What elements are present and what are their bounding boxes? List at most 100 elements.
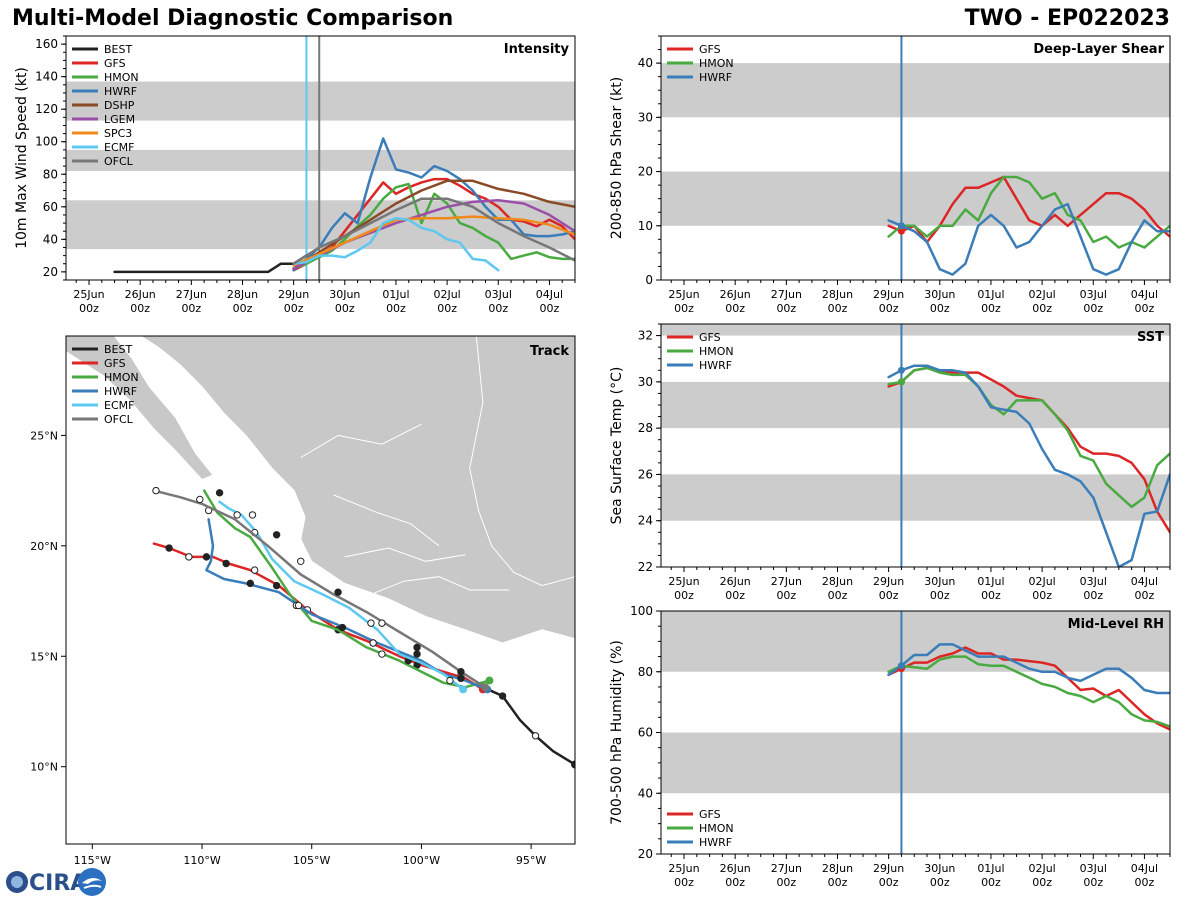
- series-rh-hmon: [887, 655, 1170, 728]
- track-point-ofcl: [378, 619, 386, 627]
- x-tick-hour-rh-3: 00z: [828, 876, 848, 889]
- legend-label-rh-hwrf: HWRF: [699, 836, 732, 849]
- x-tick-label-shear-9: 04Jul: [1131, 288, 1158, 301]
- legend-label-intensity-lgem: LGEM: [104, 113, 135, 126]
- state-border-3: [370, 576, 510, 595]
- y-axis-label-sst: Sea Surface Temp (°C): [609, 367, 625, 525]
- track-start-ecmf: [459, 685, 468, 694]
- x-tick-label-intensity-2: 27Jun: [176, 288, 207, 301]
- x-tick-label-sst-1: 26Jun: [720, 575, 751, 588]
- track-point-gfs: [250, 566, 259, 574]
- x-tick-label-shear-0: 25Jun: [668, 288, 699, 301]
- x-tick-hour-sst-7: 00z: [1032, 589, 1052, 602]
- legend-label-track-gfs: GFS: [104, 357, 126, 370]
- band-0: [661, 171, 1170, 226]
- x-tick-label-intensity-7: 02Jul: [433, 288, 460, 301]
- track-point-ofcl: [297, 557, 305, 565]
- x-tick-label-intensity-6: 01Jul: [382, 288, 409, 301]
- track-point-best: [531, 732, 540, 740]
- lat-tick-label-1: 15°N: [30, 650, 58, 663]
- x-tick-hour-sst-5: 00z: [930, 589, 950, 602]
- series-shear-hwrf: [887, 202, 1170, 276]
- lat-tick-label-3: 25°N: [30, 429, 58, 442]
- y-axis-label-rh: 700-500 hPa Humidity (%): [609, 640, 625, 825]
- x-tick-hour-sst-8: 00z: [1083, 589, 1103, 602]
- x-tick-hour-shear-8: 00z: [1083, 302, 1103, 315]
- track-point-ecmf: [215, 489, 224, 497]
- x-tick-label-intensity-4: 29Jun: [278, 288, 309, 301]
- x-tick-hour-shear-3: 00z: [828, 302, 848, 315]
- state-border-1: [344, 547, 466, 562]
- init-marker-shear-hwrf: [897, 222, 905, 230]
- land-baja: [66, 336, 214, 481]
- legend-label-rh-gfs: GFS: [699, 808, 721, 821]
- band-0: [66, 200, 575, 250]
- y-tick-label-rh-2: 60: [638, 726, 653, 740]
- track-point-ecmf: [413, 650, 421, 658]
- series-intensity-hwrf: [292, 137, 575, 272]
- track-point-best: [498, 692, 507, 700]
- legend-label-shear-hmon: HMON: [699, 57, 734, 70]
- track-point-gfs: [165, 544, 173, 552]
- band-2: [66, 81, 575, 121]
- panel-rh: 25Jun00z26Jun00z27Jun00z28Jun00z29Jun00z…: [609, 604, 1171, 889]
- y-tick-label-rh-4: 100: [630, 604, 653, 618]
- band-1: [66, 149, 575, 172]
- x-tick-hour-rh-2: 00z: [776, 876, 796, 889]
- track-point-ecmf: [446, 676, 454, 685]
- legend-label-intensity-gfs: GFS: [104, 57, 126, 70]
- init-marker-shear-gfs: [897, 227, 905, 235]
- x-tick-label-intensity-9: 04Jul: [536, 288, 563, 301]
- x-tick-label-rh-8: 03Jul: [1080, 862, 1107, 875]
- x-tick-hour-rh-1: 00z: [725, 876, 745, 889]
- y-tick-label-rh-1: 40: [638, 786, 653, 800]
- y-axis-label-intensity: 10m Max Wind Speed (kt): [14, 67, 30, 249]
- track-hmon: [202, 489, 491, 689]
- y-tick-label-shear-1: 10: [638, 219, 653, 233]
- legend-label-intensity-dshp: DSHP: [104, 99, 135, 112]
- track-point-ofcl: [457, 668, 465, 676]
- y-tick-label-shear-4: 40: [638, 56, 653, 70]
- band-2: [661, 324, 1170, 336]
- legend-label-shear-gfs: GFS: [699, 43, 721, 56]
- x-tick-hour-shear-6: 00z: [981, 302, 1001, 315]
- series-sst-hwrf: [887, 364, 1170, 567]
- y-tick-label-sst-4: 30: [638, 375, 653, 389]
- y-tick-label-intensity-5: 120: [35, 102, 58, 116]
- frame-rh: [660, 610, 1171, 855]
- legend-label-intensity-hmon: HMON: [104, 71, 139, 84]
- y-tick-label-shear-3: 30: [638, 110, 653, 124]
- track-point-ecmf: [378, 650, 386, 658]
- panel-shear: 25Jun00z26Jun00z27Jun00z28Jun00z29Jun00z…: [609, 35, 1171, 315]
- panel-sst: 25Jun00z26Jun00z27Jun00z28Jun00z29Jun00z…: [609, 323, 1171, 602]
- series-shear-hmon: [887, 175, 1170, 249]
- lon-tick-label-1: 110°W: [183, 854, 220, 867]
- logo-text: CIRA: [29, 871, 87, 896]
- x-tick-hour-shear-7: 00z: [1032, 302, 1052, 315]
- x-tick-label-rh-9: 04Jul: [1131, 862, 1158, 875]
- x-tick-hour-sst-9: 00z: [1135, 589, 1155, 602]
- x-tick-hour-intensity-7: 00z: [437, 302, 457, 315]
- y-axis-label-shear: 200-850 hPa Shear (kt): [609, 77, 625, 239]
- x-tick-label-sst-7: 02Jul: [1028, 575, 1055, 588]
- series-intensity-spc3: [292, 215, 575, 267]
- legend-label-sst-gfs: GFS: [699, 331, 721, 344]
- x-tick-label-rh-7: 02Jul: [1028, 862, 1055, 875]
- y-tick-label-intensity-0: 20: [43, 265, 58, 279]
- y-tick-label-intensity-6: 140: [35, 70, 58, 84]
- panel-title-track: Track: [530, 344, 569, 359]
- track-point-gfs: [272, 581, 281, 590]
- x-tick-hour-rh-9: 00z: [1135, 876, 1155, 889]
- x-tick-hour-shear-1: 00z: [725, 302, 745, 315]
- series-intensity-ofcl: [292, 197, 575, 265]
- x-tick-label-intensity-5: 30Jun: [329, 288, 360, 301]
- y-tick-label-shear-0: 0: [645, 273, 653, 287]
- track-point-gfs: [222, 559, 230, 568]
- track-start-ofcl: [481, 683, 490, 692]
- land-mainland: [139, 336, 575, 644]
- x-tick-label-sst-2: 27Jun: [771, 575, 802, 588]
- frame-intensity: [65, 35, 576, 281]
- x-tick-label-rh-1: 26Jun: [720, 862, 751, 875]
- x-tick-hour-intensity-1: 00z: [130, 302, 150, 315]
- lon-tick-label-2: 105°W: [293, 854, 330, 867]
